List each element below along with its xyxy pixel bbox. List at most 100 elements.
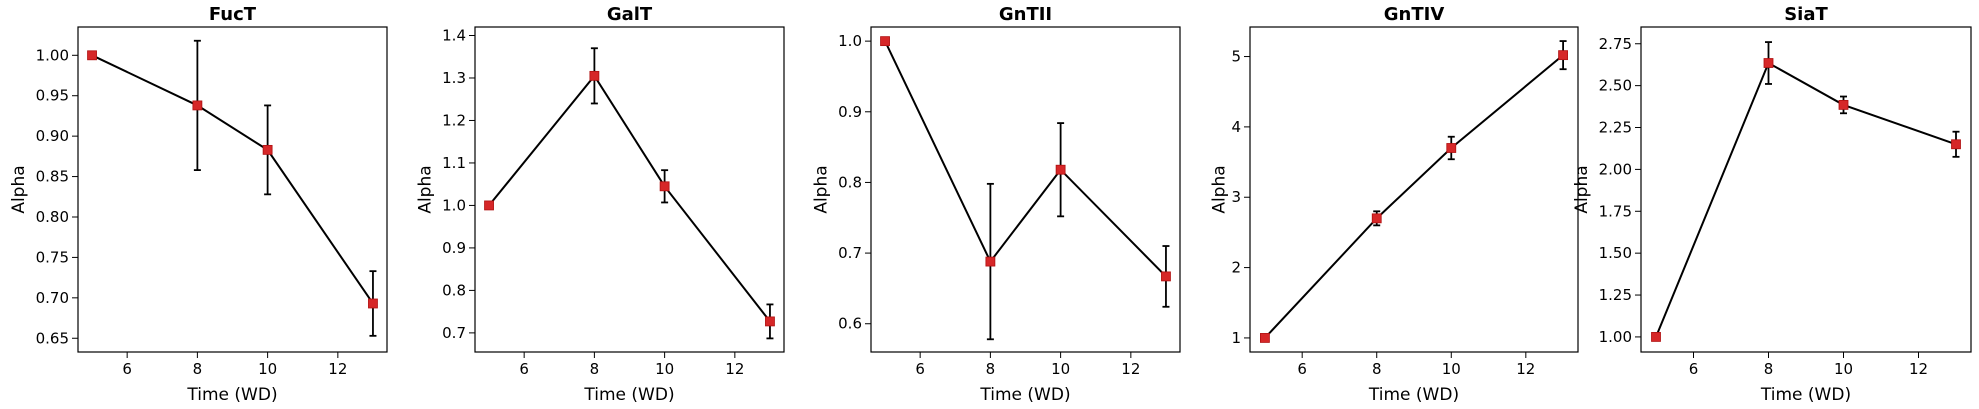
plot-frame bbox=[870, 26, 1181, 353]
data-point bbox=[1055, 164, 1066, 175]
plot-frame bbox=[1249, 26, 1579, 353]
y-tick-label: 0.85 bbox=[36, 168, 69, 186]
x-tick-label: 12 bbox=[1909, 360, 1928, 378]
y-tick-label: 0.9 bbox=[838, 103, 862, 121]
y-tick-label: 3 bbox=[1231, 188, 1241, 206]
x-tick-label: 6 bbox=[1297, 360, 1307, 378]
chart-title: GnTII bbox=[999, 4, 1052, 25]
data-point bbox=[880, 36, 890, 47]
chart-panel-gntii: GnTII 6 8 10 12 0.6 0.7 0.8 0.9 1.0 Time (WD) Alpha bbox=[812, 4, 1181, 405]
y-tick-label: 1.1 bbox=[442, 154, 466, 172]
x-tick-label: 10 bbox=[655, 360, 674, 378]
data-point bbox=[1161, 271, 1171, 282]
x-tick-label: 8 bbox=[590, 360, 600, 378]
y-tick-label: 0.9 bbox=[442, 239, 466, 257]
y-tick-label: 4 bbox=[1231, 118, 1241, 136]
y-tick-label: 2.25 bbox=[1599, 119, 1632, 137]
data-point bbox=[985, 256, 996, 267]
x-tick-label: 8 bbox=[1764, 360, 1774, 378]
y-tick-label: 1.00 bbox=[36, 46, 69, 64]
chart-panel-galt: GalT 6 8 10 12 0.7 0.8 0.9 1.0 1.1 1.2 1.3 1.4 Time (… bbox=[416, 4, 785, 405]
x-axis-label: Time (WD) bbox=[186, 385, 277, 405]
data-point bbox=[1838, 99, 1849, 110]
y-tick-label: 1.4 bbox=[442, 26, 466, 44]
data-point bbox=[1260, 333, 1270, 343]
data-point bbox=[87, 50, 97, 61]
y-tick-label: 0.95 bbox=[36, 87, 69, 105]
data-point bbox=[192, 100, 203, 111]
y-tick-label: 2.00 bbox=[1599, 160, 1632, 178]
chart-title: GnTIV bbox=[1384, 4, 1445, 25]
data-point bbox=[765, 316, 775, 327]
data-point bbox=[484, 200, 494, 211]
chart-title: GalT bbox=[607, 4, 653, 25]
x-tick-label: 12 bbox=[1516, 360, 1535, 378]
x-tick-label: 8 bbox=[1372, 360, 1382, 378]
y-tick-label: 2.50 bbox=[1599, 77, 1632, 95]
plot-frame bbox=[474, 26, 785, 353]
y-axis-label: Alpha bbox=[812, 165, 832, 213]
y-tick-label: 1 bbox=[1231, 329, 1241, 347]
x-tick-label: 10 bbox=[1051, 360, 1070, 378]
y-tick-label: 0.8 bbox=[442, 281, 466, 299]
y-tick-label: 0.65 bbox=[36, 329, 69, 347]
x-tick-label: 12 bbox=[328, 360, 347, 378]
x-tick-label: 10 bbox=[258, 360, 277, 378]
x-tick-label: 6 bbox=[519, 360, 529, 378]
y-tick-label: 0.6 bbox=[838, 315, 862, 333]
x-tick-label: 8 bbox=[193, 360, 203, 378]
chart-title: FucT bbox=[209, 4, 257, 25]
x-tick-label: 6 bbox=[122, 360, 132, 378]
y-axis-label: Alpha bbox=[416, 165, 436, 213]
y-tick-label: 0.7 bbox=[442, 324, 466, 342]
chart-title: SiaT bbox=[1784, 4, 1828, 25]
x-tick-label: 10 bbox=[1442, 360, 1461, 378]
x-axis-label: Time (WD) bbox=[1368, 385, 1459, 405]
x-axis-label: Time (WD) bbox=[979, 385, 1070, 405]
y-tick-label: 0.80 bbox=[36, 208, 69, 226]
y-tick-label: 1.2 bbox=[442, 111, 466, 129]
y-axis-label: Alpha bbox=[9, 165, 29, 213]
data-point bbox=[1651, 332, 1661, 342]
series-line bbox=[1655, 61, 1957, 338]
y-tick-label: 1.00 bbox=[1599, 328, 1632, 346]
data-point bbox=[659, 181, 670, 192]
series-line bbox=[1264, 54, 1564, 339]
y-tick-label: 1.25 bbox=[1599, 286, 1632, 304]
y-tick-label: 1.50 bbox=[1599, 244, 1632, 262]
y-tick-label: 1.3 bbox=[442, 69, 466, 87]
plot-frame bbox=[1640, 26, 1972, 353]
data-point bbox=[1951, 139, 1961, 150]
x-tick-label: 6 bbox=[1689, 360, 1699, 378]
x-tick-label: 6 bbox=[915, 360, 925, 378]
y-tick-label: 0.70 bbox=[36, 289, 69, 307]
series-line bbox=[488, 74, 771, 323]
y-tick-label: 5 bbox=[1231, 48, 1241, 66]
y-tick-label: 1.0 bbox=[838, 32, 862, 50]
x-axis-label: Time (WD) bbox=[1760, 385, 1851, 405]
data-point bbox=[1558, 50, 1568, 61]
y-tick-label: 1.75 bbox=[1599, 202, 1632, 220]
chart-panel-fuct: FucT 6 8 10 12 0.65 0.70 0.75 0.80 0.85 0.90 0.95 1.… bbox=[9, 4, 388, 405]
data-point bbox=[1446, 143, 1457, 153]
y-axis-label: Alpha bbox=[1210, 165, 1230, 213]
y-tick-label: 2 bbox=[1231, 259, 1241, 277]
data-point bbox=[1371, 213, 1382, 224]
x-tick-label: 12 bbox=[1121, 360, 1140, 378]
series-line bbox=[91, 54, 374, 305]
x-tick-label: 8 bbox=[986, 360, 996, 378]
y-tick-label: 1.0 bbox=[442, 196, 466, 214]
x-tick-label: 10 bbox=[1834, 360, 1853, 378]
series-line bbox=[884, 40, 1167, 278]
y-tick-label: 0.75 bbox=[36, 248, 69, 266]
chart-panel-siat: SiaT 6 8 10 12 1.00 1.25 1.50 1.75 2.00 2.25 2.50 2.… bbox=[1572, 4, 1972, 405]
y-tick-label: 2.75 bbox=[1599, 35, 1632, 53]
data-point bbox=[368, 298, 378, 309]
y-tick-label: 0.7 bbox=[838, 244, 862, 262]
data-point bbox=[589, 70, 600, 81]
y-tick-label: 0.8 bbox=[838, 173, 862, 191]
plot-frame bbox=[77, 26, 388, 353]
x-tick-label: 12 bbox=[725, 360, 744, 378]
